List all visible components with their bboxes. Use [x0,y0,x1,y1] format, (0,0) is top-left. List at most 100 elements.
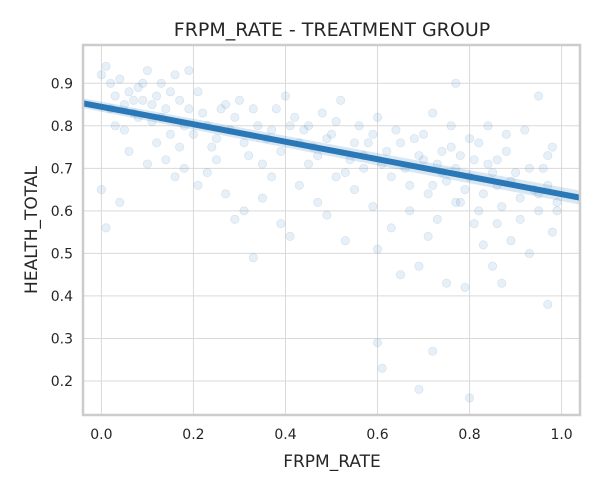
scatter-point [452,79,460,87]
scatter-point [447,143,455,151]
scatter-point [240,207,248,215]
scatter-point [373,113,381,121]
scatter-point [424,232,432,240]
scatter-point [97,185,105,193]
scatter-point [313,198,321,206]
scatter-point [157,79,165,87]
scatter-point [116,198,124,206]
scatter-point [387,173,395,181]
scatter-point [410,134,418,142]
scatter-point [415,385,423,393]
scatter-point [116,75,124,83]
scatter-point [465,134,473,142]
scatter-point [369,202,377,210]
scatter-point [189,130,197,138]
scatter-point [249,253,257,261]
scatter-point [120,126,128,134]
scatter-point [111,122,119,130]
scatter-point [461,283,469,291]
scatter-point [406,207,414,215]
scatter-point [194,181,202,189]
scatter-point [102,224,110,232]
scatter-point [502,147,510,155]
scatter-point [341,168,349,176]
scatter-point [456,198,464,206]
scatter-point [373,245,381,253]
scatter-point [539,164,547,172]
scatter-point [415,151,423,159]
scatter-point [442,279,450,287]
scatter-point [433,215,441,223]
grid-lines [83,45,580,415]
scatter-point [148,100,156,108]
scatter-point [525,164,533,172]
scatter-point [544,300,552,308]
scatter-point [171,173,179,181]
scatter-point [350,139,358,147]
scatter-point [249,105,257,113]
scatter-point [111,92,119,100]
x-tick-label: 1.0 [550,427,572,443]
scatter-point [286,232,294,240]
scatter-point [516,194,524,202]
scatter-point [406,181,414,189]
scatter-point [125,147,133,155]
plot-frame [83,45,580,415]
scatter-point [332,117,340,125]
y-tick-label: 0.7 [51,161,73,177]
y-tick-label: 0.4 [51,289,73,305]
scatter-point [429,109,437,117]
scatter-point [318,109,326,117]
scatter-point [166,88,174,96]
scatter-point [341,236,349,244]
scatter-point [516,215,524,223]
scatter-point [180,164,188,172]
scatter-point [465,394,473,402]
x-tick-label: 0.0 [90,427,112,443]
scatter-point [208,143,216,151]
scatter-point [534,207,542,215]
scatter-point [502,130,510,138]
y-tick-label: 0.2 [51,374,73,390]
scatter-point [360,164,368,172]
scatter-point [175,143,183,151]
scatter-point [337,96,345,104]
scatter-point [332,173,340,181]
scatter-point [295,181,303,189]
y-tick-label: 0.3 [51,331,73,347]
scatter-point [378,364,386,372]
x-tick-labels: 0.0 0.2 0.4 0.6 0.8 1.0 [90,427,572,443]
scatter-point [548,228,556,236]
scatter-point [355,122,363,130]
scatter-point [534,92,542,100]
scatter-point [521,126,529,134]
scatter-point [102,62,110,70]
x-tick-label: 0.8 [458,427,480,443]
scatter-point [198,109,206,117]
scatter-point [429,181,437,189]
scatter-point [166,130,174,138]
scatter-point [143,160,151,168]
scatter-point [185,66,193,74]
scatter-point [304,122,312,130]
scatter-point [553,207,561,215]
scatter-point [511,168,519,176]
scatter-point [162,105,170,113]
x-tick-label: 0.6 [366,427,388,443]
scatter-point [387,224,395,232]
scatter-point [470,156,478,164]
scatter-point [498,279,506,287]
scatter-point [424,190,432,198]
scatter-point [493,156,501,164]
scatter-point [258,194,266,202]
scatter-point [415,262,423,270]
scatter-point [475,139,483,147]
y-tick-label: 0.9 [51,76,73,92]
scatter-point [447,122,455,130]
scatter-point [277,147,285,155]
scatter-point [479,241,487,249]
scatter-point [364,139,372,147]
scatter-point [396,139,404,147]
scatter-point [277,219,285,227]
